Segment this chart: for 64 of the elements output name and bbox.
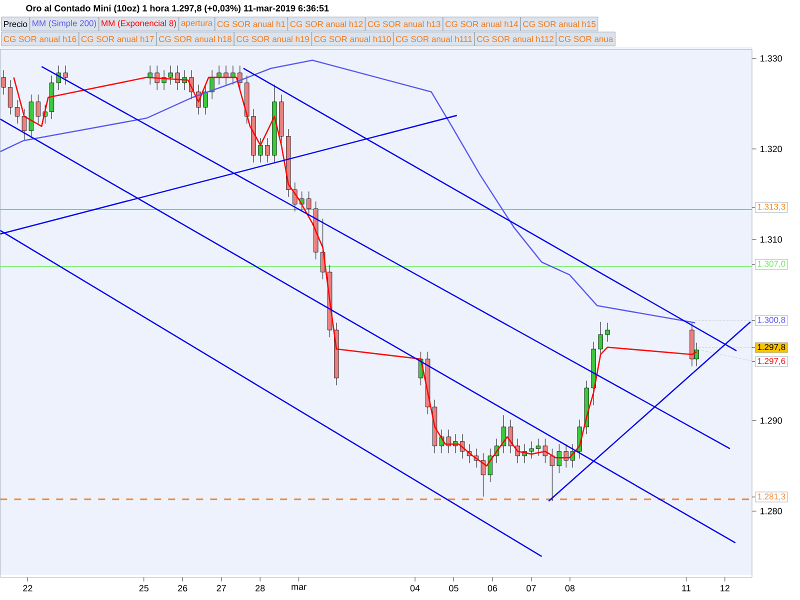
text: Precio [4, 20, 28, 28]
candlestick [1, 70, 6, 95]
candlestick [14, 100, 20, 124]
x-tick-label: mar [292, 585, 306, 590]
x-tick-label: 07 [526, 585, 536, 592]
candlestick [216, 65, 222, 85]
chart-title: Oro al Contado Mini (10oz) 1 hora 1.297,8 (+0,03%) 11-mar-2019 6:36:51 [26, 4, 329, 14]
line-series [0, 60, 696, 324]
x-tick-label: 25 [139, 585, 149, 592]
x-tick-label: 27 [216, 585, 226, 592]
ref-line-label: 1.307,0 [758, 260, 786, 268]
candlestick [224, 65, 228, 85]
text: CG SOR anual h111 [396, 36, 472, 42]
text: CG SOR anual h12 [290, 20, 363, 28]
candlestick [550, 448, 554, 502]
x-tick-label: 05 [449, 585, 458, 592]
candlestick [265, 138, 270, 163]
y-tick-label: 1.310 [760, 236, 782, 243]
candlestick [306, 191, 312, 216]
text: CG SOR anual h15 [523, 20, 596, 28]
annotation: 1.297,6 [758, 358, 786, 366]
text: CG SOR anual h19 [236, 36, 310, 42]
text: CG SOR anual h16 [4, 36, 76, 42]
annotation: 1.297,8 [758, 344, 786, 352]
x-tick-label: 11 [682, 585, 690, 592]
annotation: 1.300,8 [758, 317, 786, 324]
x-tick-label: 08 [565, 585, 575, 592]
text: apertura [181, 20, 213, 28]
y-tick-label: 1.280 [760, 508, 782, 514]
text: CG SOR anual h112 [477, 36, 554, 42]
ref-line-label: 1.313,3 [758, 204, 786, 211]
candlestick [480, 452, 486, 497]
text: CG SOR anual h110 [314, 36, 391, 42]
candlestick [605, 322, 610, 342]
text: MM (Exponencial 8) [102, 20, 176, 28]
candlestick [488, 448, 493, 482]
candlestick [36, 94, 40, 124]
candlestick [175, 65, 180, 90]
text: CG SOR anual h18 [159, 36, 232, 42]
y-tick-label: 1.330 [760, 55, 782, 62]
candlestick [154, 65, 160, 90]
x-tick-label: 22 [23, 585, 32, 592]
text: CG SOR anual h14 [446, 20, 518, 28]
text: CG SOR anual h17 [81, 36, 154, 42]
x-tick-label: 28 [256, 585, 265, 592]
candlestick [8, 80, 13, 115]
text: CG SOR anua [558, 36, 614, 42]
candlestick [230, 65, 236, 85]
x-tick-label: 06 [488, 585, 498, 592]
candlestick [22, 108, 27, 140]
candlestick [258, 138, 263, 163]
text: MM (Simple 200) [32, 20, 96, 28]
candlestick [148, 65, 152, 85]
candlestick [203, 84, 208, 115]
x-tick-label: 12 [720, 585, 730, 592]
y-tick-label: 1.290 [760, 417, 782, 424]
y-tick-label: 1.320 [760, 146, 782, 152]
ref-line-label: 1.281,3 [758, 494, 786, 501]
candlestick [556, 444, 562, 474]
x-tick-label: 04 [410, 585, 420, 592]
candlestick [63, 65, 68, 85]
x-tick-label: 26 [178, 585, 188, 592]
text: CG SOR anual h1 [217, 20, 286, 28]
text: CG SOR anual h13 [368, 20, 440, 28]
